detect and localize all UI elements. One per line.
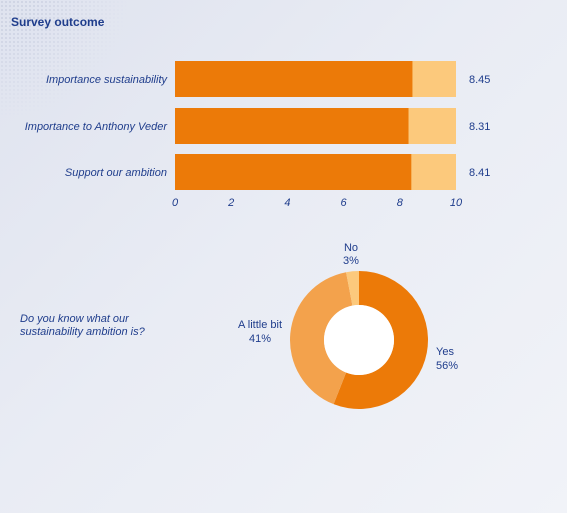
donut-question: Do you know what our sustainability ambi… — [20, 313, 145, 338]
slice-label: No — [344, 242, 358, 254]
decorative-dot-pattern — [0, 0, 130, 120]
bar — [175, 108, 409, 144]
data-label: 8.45 — [469, 74, 490, 86]
x-tick-label: 10 — [450, 197, 463, 209]
donut-slice — [333, 271, 428, 409]
x-tick-label: 0 — [172, 197, 179, 209]
data-label: 8.41 — [469, 167, 490, 179]
slice-value-label: 56% — [436, 360, 458, 372]
x-tick-label: 8 — [397, 197, 404, 209]
slice-value-label: 41% — [249, 333, 271, 345]
slice-label: Yes — [436, 346, 454, 358]
bar — [175, 154, 412, 190]
x-tick-label: 6 — [341, 197, 348, 209]
donut-hole — [324, 305, 394, 375]
donut-slice — [346, 271, 359, 306]
data-label: 8.31 — [469, 121, 490, 133]
slice-label: A little bit — [238, 319, 282, 331]
bar-chart: Importance sustainability 8.45 Importance … — [25, 61, 490, 209]
x-tick-label: 4 — [284, 197, 290, 209]
category-label: Importance sustainability — [46, 74, 169, 86]
x-tick-label: 2 — [227, 197, 234, 209]
slice-value-label: 3% — [343, 255, 359, 267]
category-label: Support our ambition — [65, 167, 167, 179]
category-label: Importance to Anthony Veder — [25, 121, 169, 133]
donut-slice — [289, 272, 353, 405]
page-title: Survey outcome — [11, 15, 105, 29]
bar — [175, 61, 413, 97]
